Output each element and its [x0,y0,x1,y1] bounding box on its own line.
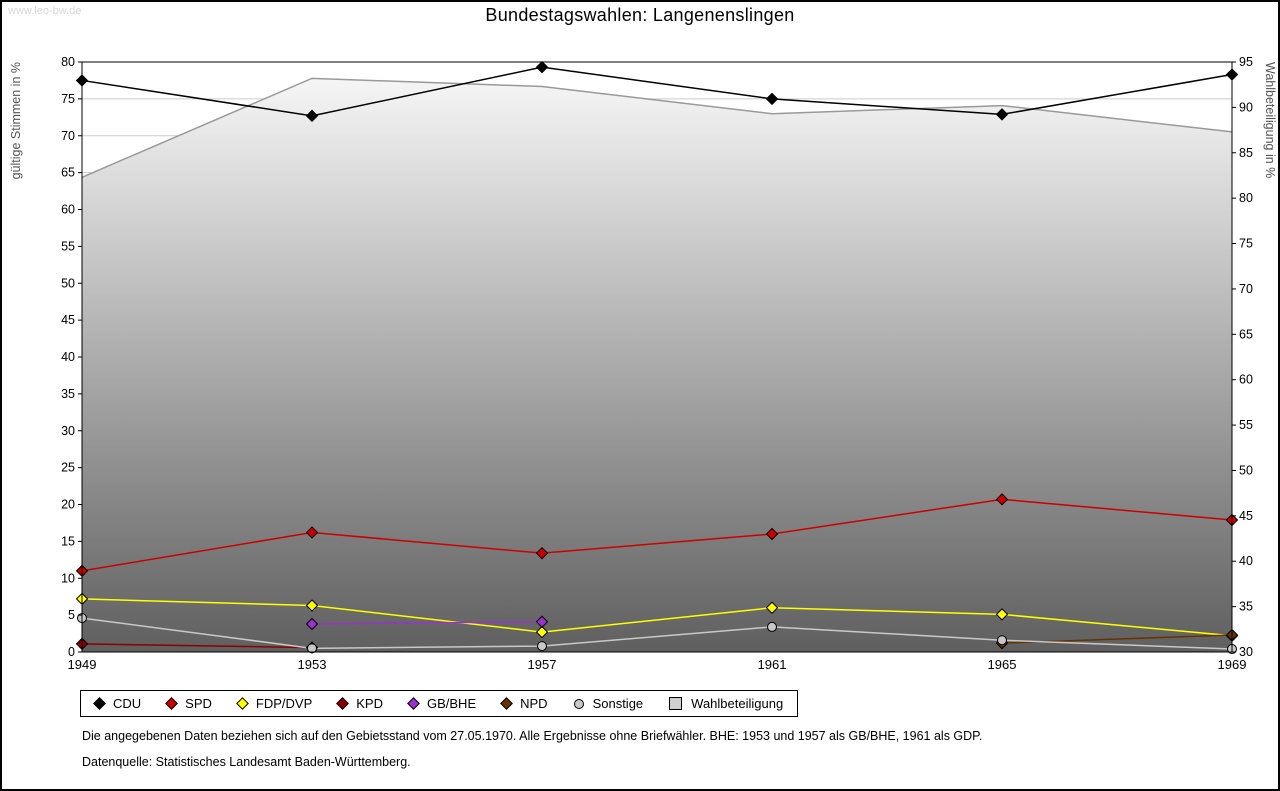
svg-text:1953: 1953 [298,657,327,672]
svg-text:35: 35 [1239,600,1253,614]
svg-text:65: 65 [61,166,75,180]
svg-text:30: 30 [61,424,75,438]
svg-text:1949: 1949 [68,657,97,672]
svg-text:35: 35 [61,387,75,401]
chart-title: Bundestagswahlen: Langenenslingen [485,5,795,25]
legend-label: NPD [520,696,548,711]
gb-bhe-legend-marker-icon [407,697,420,710]
sonstige-legend-marker-icon [573,698,584,709]
svg-text:0: 0 [68,645,75,659]
left-axis-title: gültige Stimmen in % [9,62,23,179]
footnote-2: Datenquelle: Statistisches Landesamt Bad… [82,755,411,769]
legend-item-fdp-dvp: FDP/DVP [236,696,313,711]
right-axis: 30 35 40 45 50 55 60 65 70 75 80 85 90 95 [1232,55,1253,659]
svg-text:1969: 1969 [1218,657,1247,672]
legend-item-kpd: KPD [336,696,383,711]
svg-text:40: 40 [1239,554,1253,568]
legend-item-cdu: CDU [93,696,142,711]
series-line-cdu [81,66,1233,117]
legend-item-gb-bhe: GB/BHE [407,696,477,711]
svg-text:95: 95 [1239,55,1253,69]
svg-text:1957: 1957 [528,657,557,672]
svg-text:45: 45 [61,313,75,327]
svg-text:90: 90 [1239,100,1253,114]
svg-text:55: 55 [1239,418,1253,432]
svg-text:50: 50 [61,276,75,290]
svg-text:70: 70 [61,129,75,143]
series-markers-spd [75,493,1239,578]
series-markers-gb-bhe [305,615,549,631]
legend-item-wahlbeteiligung: Wahlbeteiligung [669,696,783,711]
npd-legend-marker-icon [500,697,513,710]
watermark: www.leo-bw.de [8,5,82,17]
svg-text:80: 80 [1239,191,1253,205]
series-line-fdp-dvp [81,598,1233,637]
svg-text:5: 5 [68,608,75,622]
svg-text:40: 40 [61,350,75,364]
wahlbeteiligung-legend-marker-icon [669,697,683,710]
series-line-kpd [81,643,313,649]
svg-text:60: 60 [1239,373,1253,387]
svg-text:30: 30 [1239,645,1253,659]
svg-text:50: 50 [1239,463,1253,477]
footnote-1: Die angegebenen Daten beziehen sich auf … [82,729,983,743]
legend-item-npd: NPD [500,696,548,711]
turnout-area-wahlbeteiligung [81,77,1233,653]
svg-text:10: 10 [61,571,75,585]
series-line-gb-bhe [311,621,543,625]
right-axis-title: Wahlbeteiligung in % [1263,62,1277,178]
svg-text:85: 85 [1239,146,1253,160]
svg-text:60: 60 [61,203,75,217]
series-markers-fdp-dvp [75,592,1239,642]
svg-text:80: 80 [61,55,75,69]
svg-text:25: 25 [61,461,75,475]
legend-label: Sonstige [592,696,644,711]
legend-label: SPD [185,696,212,711]
legend-item-spd: SPD [165,696,212,711]
series-line-spd [81,498,1233,572]
x-axis-years: 1949 1953 1957 1961 1965 1969 [68,657,1247,672]
svg-text:75: 75 [1239,237,1253,251]
legend-item-sonstige: Sonstige [573,696,644,711]
legend-label: CDU [113,696,142,711]
series-line-sonstige [81,617,1233,650]
cdu-legend-marker-icon [93,697,106,710]
svg-text:1961: 1961 [758,657,787,672]
legend-label: Wahlbeteiligung [691,696,784,711]
fdp-dvp-legend-marker-icon [236,697,249,710]
svg-text:20: 20 [61,498,75,512]
svg-text:70: 70 [1239,282,1253,296]
legend-label: GB/BHE [426,696,477,711]
legend: CDU SPD FDP/DVP KPD GB/BHE NPD Sonstige Wahlbet… [80,690,799,717]
legend-label: FDP/DVP [255,696,313,711]
legend-label: KPD [356,696,383,711]
svg-text:65: 65 [1239,327,1253,341]
svg-text:55: 55 [61,239,75,253]
left-axis: 0 5 10 15 20 25 30 35 40 45 50 55 60 65 70 75 80 [61,55,82,659]
spd-legend-marker-icon [165,697,179,710]
svg-text:15: 15 [61,534,75,548]
svg-text:45: 45 [1239,509,1253,523]
election-line-chart: 0 5 10 15 20 25 30 35 40 45 50 55 60 65 70 75 80 30 35 40 45… [9,55,1277,672]
svg-text:1965: 1965 [988,657,1017,672]
kpd-legend-marker-icon [336,697,350,710]
svg-text:75: 75 [61,92,75,106]
